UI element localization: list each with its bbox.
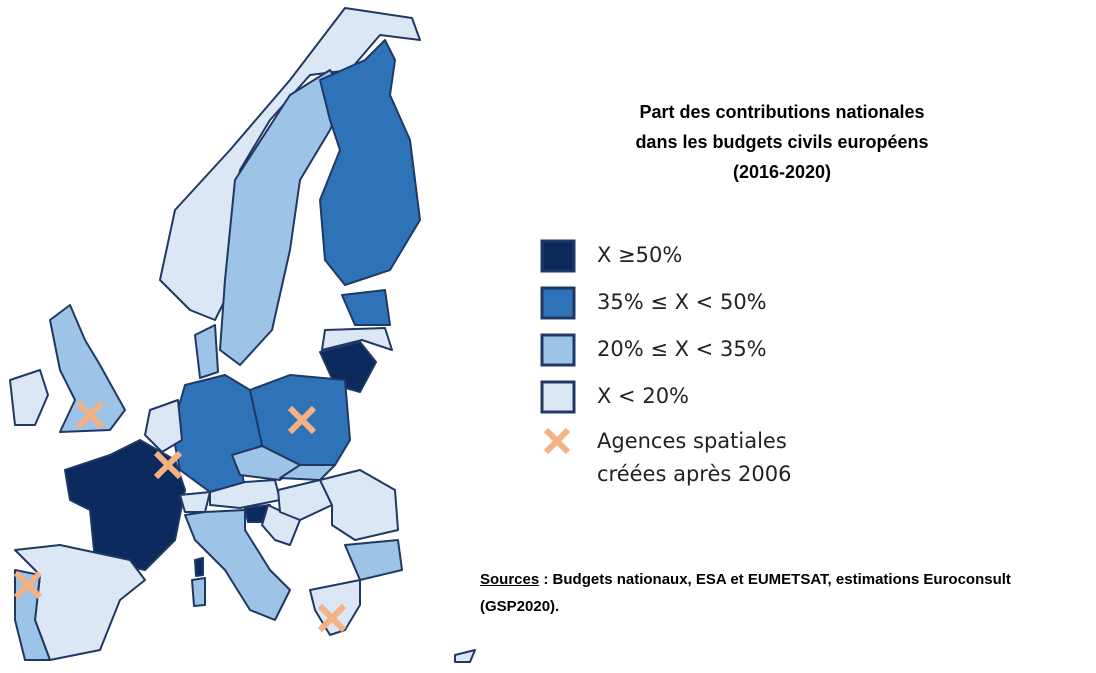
agency-legend-marker [543,427,571,455]
greece [309,579,361,636]
legend-swatch [540,286,576,320]
benelux [144,399,183,453]
agency-marker [75,400,105,430]
legend: X ≥50% 35% ≤ X < 50% 20% ≤ X < 35% X < 20% [540,239,767,414]
sources-text: : Budgets nationaux, ESA et EUMETSAT, es… [480,571,1011,615]
sardinia [191,577,206,607]
bulgaria [344,539,403,581]
slovakia [279,464,336,481]
estonia [341,289,391,326]
title-line: Part des contributions nationales [639,102,924,122]
legend-label: 35% ≤ X < 50% [597,290,767,314]
latvia [321,327,393,351]
sources-label: Sources [480,571,540,588]
agency-legend-label: créées après 2006 [597,462,791,486]
title-line: dans les budgets civils européens [635,132,928,152]
switzerland [179,491,211,513]
italy [184,509,291,621]
agency-marker [153,450,183,480]
cyprus [454,649,476,663]
title-line: (2016-2020) [733,162,831,182]
denmark [194,324,219,379]
romania [319,469,399,541]
agency-marker [287,405,317,435]
legend-label: X < 20% [597,384,689,408]
agency-markers [13,400,571,633]
map [9,7,476,663]
agency-legend-label: Agences spatiales [597,429,787,453]
sweden [219,69,346,366]
hungary [277,479,333,521]
agency-marker [13,570,43,600]
france [64,439,186,571]
ireland [9,369,49,426]
united-kingdom [49,304,126,433]
legend-swatch [540,333,576,367]
legend-label: X ≥50% [597,243,682,267]
legend-swatch [540,380,576,414]
legend-label: 20% ≤ X < 35% [597,337,767,361]
corsica [194,557,204,577]
legend-swatch [540,239,576,273]
agency-marker [317,603,347,633]
sources: Sources : Budgets nationaux, ESA et EUME… [480,566,1070,620]
finland [319,39,421,286]
